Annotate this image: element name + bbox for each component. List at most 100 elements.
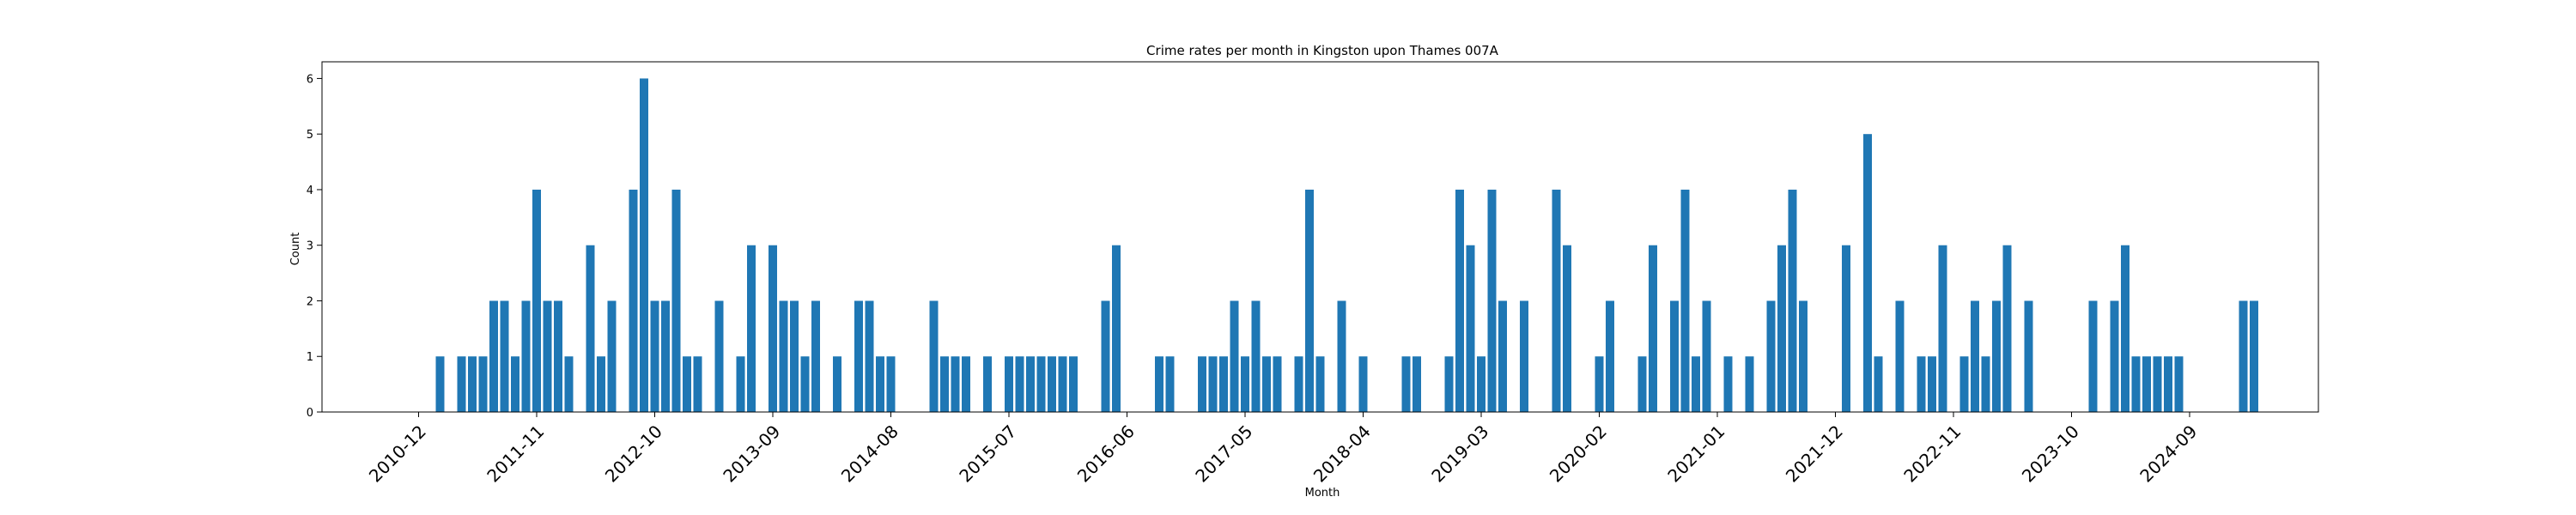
bar [1165,356,1175,412]
chart-title: Crime rates per month in Kingston upon T… [1146,43,1499,58]
bar [1198,356,1206,412]
bar [1992,300,2001,412]
bar [629,189,638,412]
bar [554,300,562,412]
bar [1680,189,1690,412]
bar [736,356,745,412]
bar [865,300,874,412]
y-tick-label: 2 [307,295,313,308]
bar [650,300,659,412]
bar [1552,189,1561,412]
bar [1230,300,1239,412]
bar [478,356,488,412]
bar [1863,134,1872,412]
bar [1563,245,1571,412]
bar [500,300,509,412]
bar [1959,356,1969,412]
bar [2250,300,2258,412]
bar [1455,189,1464,412]
bar [1305,189,1314,412]
bar [2002,245,2012,412]
bar [1799,300,1807,412]
x-axis-label: Month [1305,487,1340,500]
bar [597,356,605,412]
bar [1938,245,1947,412]
bar [1692,356,1700,412]
bar [1155,356,1163,412]
bar [1895,300,1905,412]
bar [435,356,445,412]
bar [1058,356,1067,412]
bar [940,356,949,412]
bar [1971,300,1979,412]
bar [1723,356,1733,412]
bar [1649,245,1657,412]
bar [714,300,724,412]
bar [2121,245,2129,412]
bar [521,300,531,412]
bar [779,300,788,412]
bar [1606,300,1614,412]
y-tick-label: 0 [307,407,313,420]
bar [683,356,691,412]
y-axis: 0 1 2 3 4 5 6 [307,73,322,420]
bar [1026,356,1035,412]
bar [1928,356,1936,412]
bar [2174,356,2184,412]
bar [983,356,992,412]
bar [1466,245,1475,412]
bar [661,300,670,412]
bar [1777,245,1786,412]
bar [543,300,552,412]
bar [854,300,863,412]
bar [790,300,799,412]
bar [1917,356,1926,412]
bar [1401,356,1411,412]
bar [511,356,519,412]
bar [876,356,884,412]
bar [886,356,896,412]
bar [2153,356,2162,412]
bar [2088,300,2098,412]
bar [1520,300,1528,412]
bar [607,300,617,412]
bar [1842,245,1850,412]
bar [2142,356,2151,412]
bar [489,300,498,412]
bar [1637,356,1647,412]
bar [2110,300,2119,412]
bar [1413,356,1421,412]
bar [1766,300,1776,412]
y-tick-label: 3 [307,240,313,253]
bar [1670,300,1679,412]
bar [929,300,939,412]
bar [1069,356,1078,412]
bar [1874,356,1883,412]
bar [1498,300,1507,412]
bar [1005,356,1013,412]
bar [1208,356,1218,412]
bar [2131,356,2141,412]
bar [1273,356,1282,412]
bar [457,356,466,412]
y-tick-label: 5 [307,129,313,142]
bar [1337,300,1346,412]
bar [1444,356,1454,412]
bar [962,356,970,412]
bar [811,300,820,412]
bar [1315,356,1325,412]
bar [586,245,595,412]
bar [1048,356,1056,412]
bar [1595,356,1604,412]
bar [1702,300,1711,412]
plot-frame [321,61,2319,413]
bar [747,245,756,412]
bar [1262,356,1271,412]
y-tick-label: 6 [307,73,313,86]
bar [1015,356,1024,412]
bar [693,356,702,412]
bar [951,356,960,412]
bar [800,356,810,412]
